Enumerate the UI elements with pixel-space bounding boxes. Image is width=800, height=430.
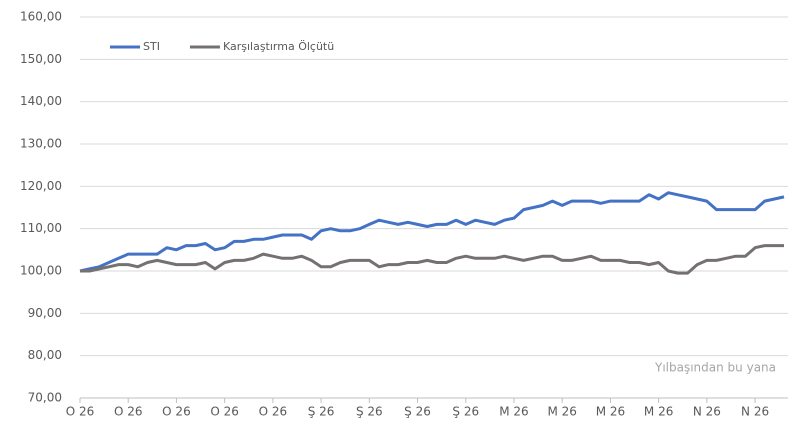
x-tick-label: N 26 (693, 405, 721, 419)
series-line (80, 244, 784, 275)
legend-label: STI (143, 40, 160, 53)
x-tick-label: O 26 (162, 405, 191, 419)
y-tick-label: 140,00 (20, 94, 62, 108)
x-tick-label: O 26 (66, 405, 95, 419)
annotation: Yılbaşından bu yana (654, 361, 776, 375)
y-tick-label: 130,00 (20, 137, 62, 151)
y-tick-label: 110,00 (20, 221, 62, 235)
y-tick-label: 70,00 (28, 391, 62, 405)
legend-label: Karşılaştırma Ölçütü (223, 40, 334, 53)
x-tick-label: O 26 (114, 405, 143, 419)
y-tick-label: 80,00 (28, 348, 62, 362)
series-line (79, 191, 785, 273)
x-tick-label: Ş 26 (452, 405, 479, 419)
x-tick-label: O 26 (210, 405, 239, 419)
y-tick-label: 150,00 (20, 52, 62, 66)
x-tick-label: Ş 26 (404, 405, 431, 419)
y-tick-label: 120,00 (20, 179, 62, 193)
x-tick-label: M 26 (499, 405, 528, 419)
x-tick-label: Ş 26 (356, 405, 383, 419)
x-tick-label: Ş 26 (308, 405, 335, 419)
y-tick-label: 160,00 (20, 10, 62, 24)
y-tick-label: 100,00 (20, 264, 62, 278)
x-tick-label: O 26 (259, 405, 288, 419)
x-tick-label: M 26 (644, 405, 673, 419)
x-tick-label: M 26 (547, 405, 576, 419)
x-tick-label: N 26 (741, 405, 769, 419)
x-tick-label: M 26 (596, 405, 625, 419)
y-tick-label: 90,00 (28, 306, 62, 320)
